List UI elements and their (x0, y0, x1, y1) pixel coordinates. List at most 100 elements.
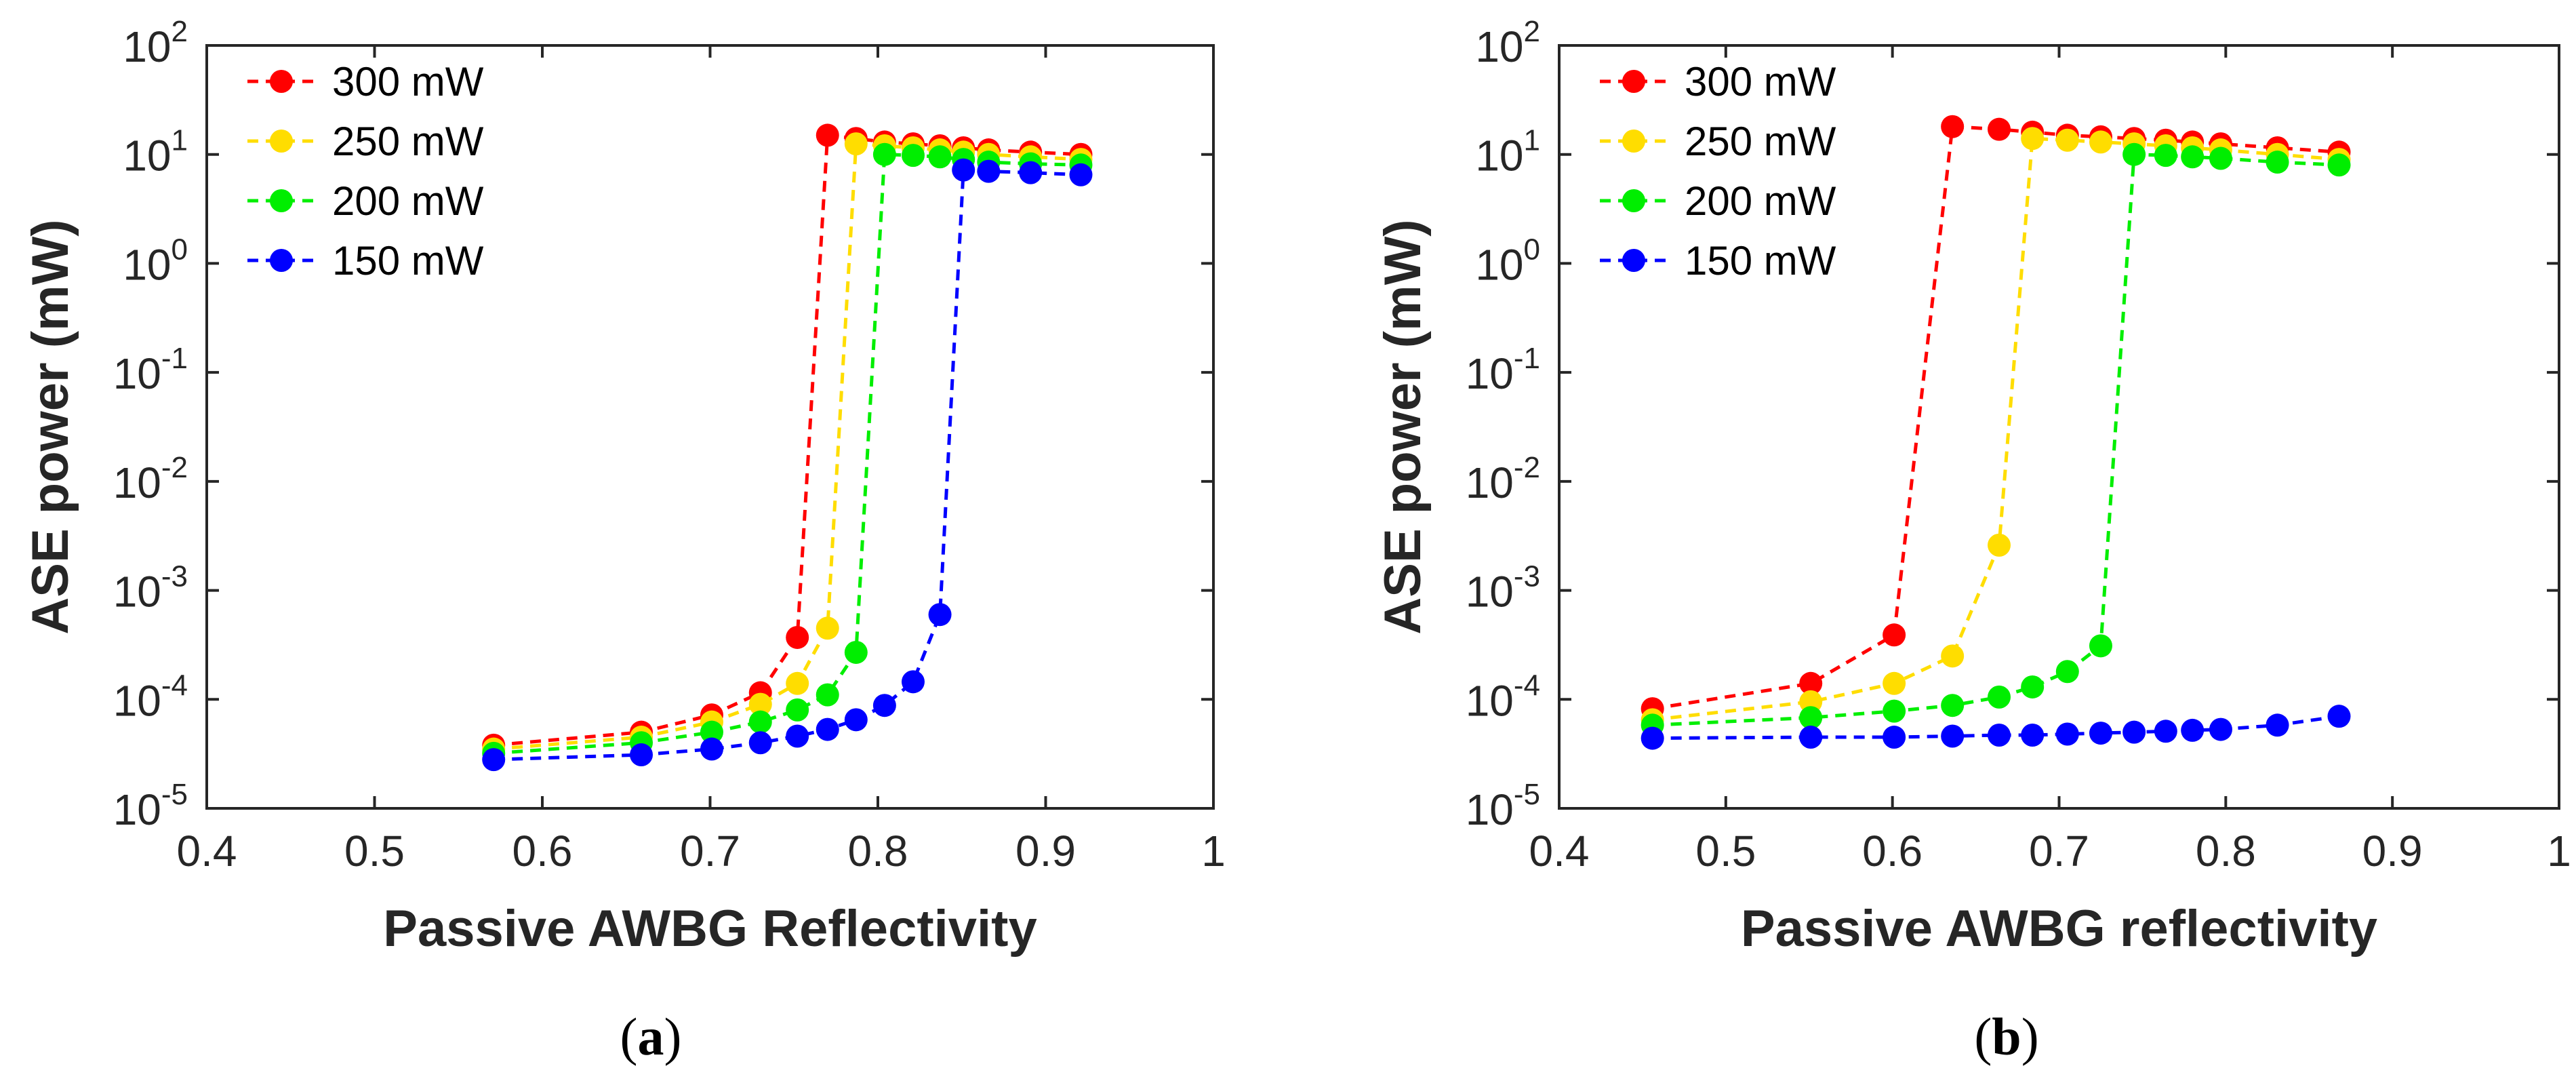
data-point-150-mw-b (2089, 722, 2112, 745)
series-line-200-mw-a (494, 153, 1081, 755)
data-point-150-mw-b (2181, 718, 2205, 742)
legend-label: 150 mW (332, 238, 484, 283)
data-point-150-mw-b (1988, 723, 2011, 747)
y-tick-label: 10-5 (1466, 778, 1540, 834)
data-point-150-mw-b (2266, 713, 2289, 737)
x-tick-label: 0.7 (2029, 827, 2089, 875)
legend-marker (270, 249, 293, 272)
data-point-300-mw-a (786, 625, 809, 649)
legend-label: 150 mW (1685, 238, 1836, 283)
series-layer-b (1641, 115, 2351, 750)
data-point-250-mw-a (844, 132, 868, 156)
data-point-300-mw-b (1941, 115, 1965, 138)
data-point-150-mw-b (1883, 726, 1906, 749)
data-point-250-mw-b (1799, 690, 1823, 713)
data-point-150-mw-b (1941, 724, 1965, 748)
panel-b: 0.4 0.5 0.6 0.7 0.8 0.9 1 10-5 10-4 10-3 10-2 10-1 1… (1374, 15, 2571, 1066)
data-point-200-mw-a (748, 710, 772, 734)
y-tick-label: 101 (1475, 124, 1540, 180)
series-line-250-mw-b (1652, 136, 2339, 722)
data-point-200-mw-a (700, 720, 723, 744)
series-line-150-mw-b (1652, 714, 2339, 741)
x-tick-label: 0.4 (1529, 827, 1590, 875)
data-point-200-mw-a (816, 683, 839, 707)
y-tick-label: 102 (123, 15, 188, 71)
data-point-200-mw-b (2327, 153, 2351, 177)
legend-marker (1622, 249, 1645, 272)
data-point-150-mw-a (786, 724, 809, 748)
data-point-200-mw-b (2266, 151, 2289, 174)
ticks-layer-b: 0.4 0.5 0.6 0.7 0.8 0.9 1 10-5 10-4 10-3 10-2 10-1 1… (1466, 15, 2571, 875)
panel-a: 0.4 0.5 0.6 0.7 0.8 0.9 1 10-5 10-4 10-3 10-2 10-1 1… (22, 15, 1226, 1066)
data-point-150-mw-a (977, 159, 1001, 183)
data-point-250-mw-b (2055, 128, 2079, 152)
legend-marker (1622, 130, 1645, 153)
series-line-200-mw-b (1652, 153, 2339, 727)
panel-caption-letter-a: a (638, 1007, 664, 1066)
y-tick-label: 100 (1475, 233, 1540, 289)
x-tick-label: 0.5 (344, 827, 405, 875)
data-point-200-mw-b (2181, 145, 2205, 169)
data-point-150-mw-b (2209, 717, 2232, 741)
data-point-200-mw-a (872, 142, 896, 166)
data-point-200-mw-a (928, 145, 952, 169)
data-point-150-mw-b (1641, 726, 1664, 750)
legend-marker (1622, 189, 1645, 212)
y-tick-label: 101 (123, 124, 188, 180)
panel-caption-a: (a) (620, 1007, 682, 1066)
x-tick-label: 0.9 (1015, 827, 1076, 875)
x-tick-label: 0.8 (2196, 827, 2256, 875)
x-tick-label: 0.6 (1862, 827, 1923, 875)
data-point-250-mw-b (1883, 671, 1906, 695)
data-point-250-mw-a (816, 616, 839, 640)
data-point-150-mw-a (928, 603, 952, 627)
legend-marker (270, 70, 293, 93)
x-tick-label: 0.5 (1695, 827, 1756, 875)
y-axis-label-a: ASE power (mW) (22, 219, 79, 634)
legend-label: 300 mW (1685, 59, 1836, 104)
data-point-150-mw-a (901, 670, 925, 694)
y-tick-label: 102 (1475, 15, 1540, 71)
data-point-150-mw-a (816, 717, 839, 741)
y-axis-label-b: ASE power (mW) (1374, 219, 1432, 634)
y-tick-label: 100 (123, 233, 188, 289)
data-point-200-mw-b (2122, 142, 2146, 166)
y-tick-label: 10-4 (113, 669, 188, 725)
data-point-250-mw-a (786, 671, 809, 695)
data-point-250-mw-a (748, 692, 772, 716)
x-axis-label-b: Passive AWBG reflectivity (1741, 900, 2377, 958)
data-point-150-mw-a (630, 743, 653, 767)
legend-b: 300 mW 250 mW 200 mW 150 mW (1600, 59, 1836, 283)
x-tick-label: 1 (1201, 827, 1226, 875)
y-tick-label: 10-5 (113, 778, 188, 834)
data-point-300-mw-b (1799, 671, 1823, 695)
y-tick-label: 10-3 (1466, 560, 1540, 616)
y-tick-label: 10-1 (1466, 342, 1540, 398)
series-layer-a (482, 123, 1093, 772)
data-point-200-mw-b (2021, 675, 2045, 698)
data-point-200-mw-a (901, 144, 925, 168)
data-point-300-mw-b (1988, 117, 2011, 141)
legend-label: 200 mW (1685, 178, 1836, 224)
legend-marker (270, 130, 293, 153)
data-point-150-mw-a (844, 708, 868, 732)
series-line-250-mw-a (494, 142, 1081, 751)
data-point-200-mw-b (1799, 706, 1823, 730)
y-tick-label: 10-2 (113, 451, 188, 507)
panel-caption-letter-b: b (1992, 1007, 2021, 1066)
data-point-150-mw-b (2154, 720, 2177, 743)
data-point-200-mw-b (2154, 144, 2177, 168)
data-point-150-mw-a (1019, 161, 1043, 184)
y-tick-label: 10-2 (1466, 451, 1540, 507)
data-point-250-mw-b (2089, 130, 2112, 154)
data-point-250-mw-b (2021, 127, 2045, 151)
y-tick-label: 10-4 (1466, 669, 1540, 725)
data-point-200-mw-b (1988, 685, 2011, 709)
data-point-150-mw-a (872, 694, 896, 717)
legend-marker (1622, 70, 1645, 93)
data-point-200-mw-b (2055, 660, 2079, 684)
legend-label: 300 mW (332, 59, 484, 104)
data-point-150-mw-b (2021, 723, 2045, 747)
y-tick-label: 10-1 (113, 342, 188, 398)
x-tick-label: 0.9 (2362, 827, 2423, 875)
